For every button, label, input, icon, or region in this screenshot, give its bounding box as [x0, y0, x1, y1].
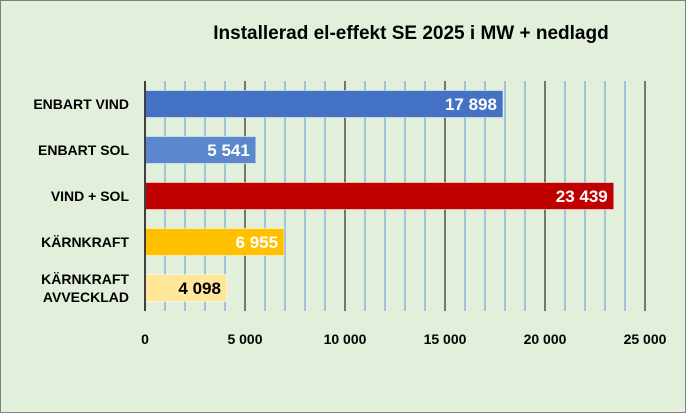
category-label: ENBART VIND: [33, 96, 129, 112]
x-tick-label: 5 000: [227, 331, 262, 347]
x-tick-label: 25 000: [624, 331, 667, 347]
category-label: AVVECKLAD: [43, 289, 129, 305]
bar: [144, 274, 228, 302]
bar: [144, 182, 615, 210]
x-tick-label: 10 000: [324, 331, 367, 347]
bar: [144, 90, 504, 118]
data-label: 5 541: [207, 141, 250, 160]
bar: [144, 136, 257, 164]
data-label: 23 439: [556, 187, 608, 206]
bar: [144, 228, 285, 256]
chart-title: Installerad el-effekt SE 2025 i MW + ned…: [213, 23, 609, 44]
x-tick-label: 20 000: [524, 331, 567, 347]
category-label: VIND + SOL: [51, 188, 130, 204]
category-label: KÄRNKRAFT: [41, 271, 129, 287]
data-label: 4 098: [178, 279, 221, 298]
x-tick-label: 0: [141, 331, 149, 347]
x-tick-label: 15 000: [424, 331, 467, 347]
data-label: 6 955: [236, 233, 279, 252]
category-label: KÄRNKRAFT: [41, 234, 129, 250]
data-label: 17 898: [445, 95, 497, 114]
category-label: ENBART SOL: [38, 142, 129, 158]
